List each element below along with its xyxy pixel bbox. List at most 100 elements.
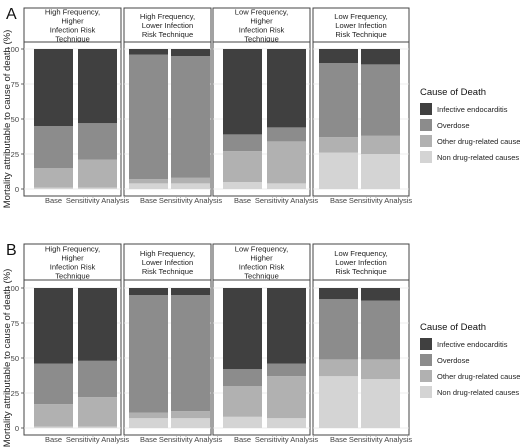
facet-strip-label-line: Technique [55,35,90,44]
facet-strip-label-line: Lower Infection [335,258,387,267]
panel-b-facet-2: High Frequency, Lower Infection Risk Techn… [123,243,222,444]
panel-a-facet-1: High Frequency, Higher Infection Risk Techn… [23,7,130,205]
bar-segment [78,426,117,428]
x-tick-label: Sensitivity Analysis [349,196,413,205]
facet-strip-label-line: Lower Infection [142,21,194,30]
legend-swatch [420,386,432,398]
bar-segment [361,359,400,379]
facet-strip [212,7,311,43]
facet-strip-label-line: Technique [55,272,90,281]
facet-strip-label: Low Frequency, Lower Infection Risk Techni… [334,249,387,276]
bar-segment [267,127,306,142]
x-tick-label: Base [140,196,157,205]
bar-segment [361,288,400,301]
facet-strip [212,243,311,281]
legend-label: Infective endocarditis [437,340,508,349]
facet-strip-label-line: Lower Infection [142,258,194,267]
facet-strip-label-line: Infection Risk [239,263,285,272]
bar-segment [223,49,262,135]
legend-label: Non drug-related causes [437,153,519,162]
bar-segment [129,288,168,295]
facet-strip-label-line: Technique [244,35,279,44]
bar-segment [319,376,358,428]
y-tick-label: 0 [15,185,19,194]
x-tick-label: Base [330,435,347,444]
bar-segment [34,404,73,427]
facet-strip-label-line: Infection Risk [239,26,285,35]
x-tick-label: Base [45,435,62,444]
bar-segment [129,183,168,189]
facet-strip-label: Low Frequency, Higher Infection Risk Techni… [235,8,288,44]
x-tick-label: Base [140,435,157,444]
legend-swatch [420,103,432,115]
bar-segment [361,135,400,154]
bar-segment [171,418,210,428]
facet-strip-label-line: Higher [250,254,273,263]
bar-segment [34,288,73,364]
panel-a-legend: Cause of Death Infective endocarditis Over… [420,87,520,163]
facet-strip-label-line: Risk Technique [335,267,386,276]
bar-segment [361,379,400,428]
panel-a-facet-4: Low Frequency, Lower Infection Risk Techni… [312,7,413,205]
facet-strip-label-line: Low Frequency, [334,249,387,258]
facet-strip-label-line: Low Frequency, [334,12,387,21]
bar-segment [171,56,210,178]
y-tick-label: 100 [6,45,19,54]
bar-segment [129,412,168,419]
panel-b-y-axis-label: Mortality attributable to cause of death… [2,269,13,447]
bar-segment [267,363,306,377]
bar-segment [129,179,168,184]
bar-segment [267,376,306,419]
facet-strip-label-line: Risk Technique [142,267,193,276]
bar-segment [34,126,73,168]
facet-strip [312,7,410,43]
facet-strip [123,7,212,43]
y-tick-label: 75 [11,80,19,89]
bar-segment [319,63,358,138]
x-tick-label: Sensitivity Analysis [255,196,319,205]
bar-segment [171,183,210,189]
legend-title: Cause of Death [420,87,486,98]
panel-a-y-axis-label: Mortality attributable to cause of death… [2,30,13,208]
bar-segment [171,177,210,184]
bar-segment [267,141,306,184]
bar-segment [361,300,400,360]
x-tick-label: Sensitivity Analysis [66,196,130,205]
bar-segment [223,416,262,428]
bar-segment [267,288,306,364]
bar-segment [361,154,400,189]
facet-strip-label: High Frequency, Higher Infection Risk Techn… [45,245,100,281]
x-tick-label: Base [330,196,347,205]
x-tick-label: Base [234,196,251,205]
legend-swatch [420,338,432,350]
facet-strip-label: High Frequency, Lower Infection Risk Techn… [140,249,195,276]
bar-segment [223,151,262,182]
bar-segment [34,187,73,189]
facet-strip-label: Low Frequency, Lower Infection Risk Techni… [334,12,387,39]
facet-strip-label-line: Low Frequency, [235,245,288,254]
panel-a-facet-2: High Frequency, Lower Infection Risk Techn… [123,7,222,205]
panel-a: A Mortality attributable to cause of deat… [2,6,520,208]
x-tick-label: Base [45,196,62,205]
facet-strip-label-line: Higher [250,17,273,26]
y-tick-label: 50 [11,354,19,363]
bar-segment [319,152,358,189]
legend-title: Cause of Death [420,322,486,333]
facet-strip-label: High Frequency, Higher Infection Risk Techn… [45,8,100,44]
bar-segment [223,288,262,370]
facet-strip-label-line: High Frequency, [45,8,100,17]
bar-segment [223,182,262,189]
bar-segment [34,426,73,428]
bar-segment [34,49,73,126]
facet-strip-label-line: Risk Technique [142,30,193,39]
legend-label: Other drug-related caused [437,372,520,381]
bar-segment [319,288,358,300]
bar-segment [78,123,117,160]
panel-a-letter: A [6,6,17,23]
facet-strip-label-line: Higher [61,17,84,26]
legend-label: Infective endocarditis [437,105,508,114]
facet-strip [23,243,122,281]
x-tick-label: Sensitivity Analysis [349,435,413,444]
bar-segment [129,49,168,55]
facet-strip-label-line: Infection Risk [50,26,96,35]
